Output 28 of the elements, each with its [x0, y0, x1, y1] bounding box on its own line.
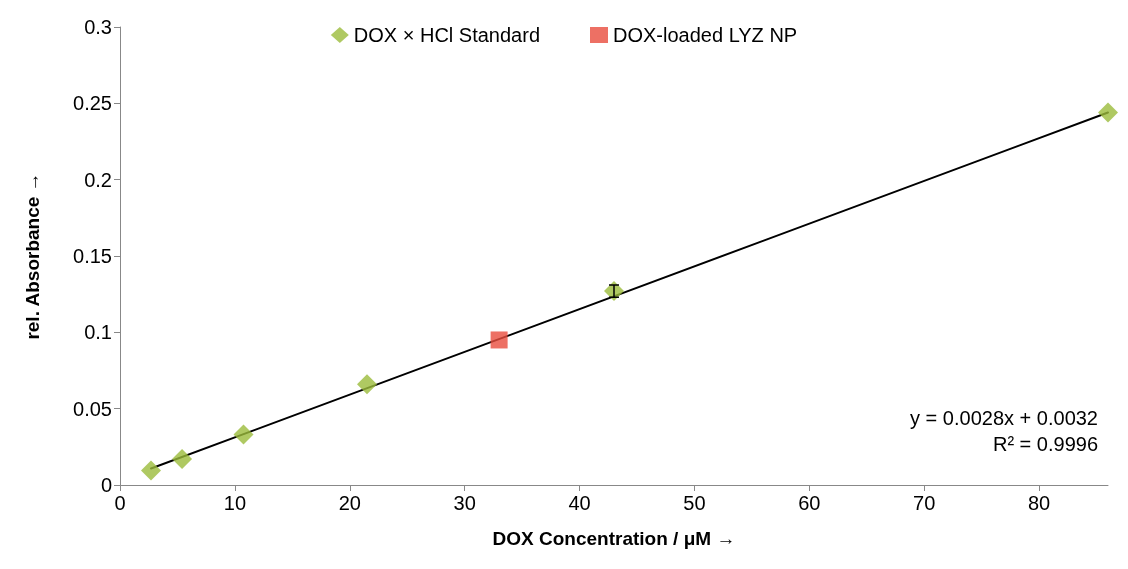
point [1098, 102, 1118, 123]
annotation: y = 0.0028x + 0.0032 [910, 407, 1098, 429]
point [141, 460, 162, 481]
y-tick-label: 0.3 [84, 16, 112, 38]
x-tick-label: 80 [1027, 492, 1051, 514]
y-tick-label: 0.15 [73, 245, 112, 267]
x-tick-label: 0 [114, 492, 126, 514]
point [172, 449, 193, 470]
y-tick-label: 0.25 [73, 92, 112, 115]
legend-label: DOX-loaded LYZ NP [613, 24, 798, 46]
annotation: R² = 0.9996 [992, 433, 1098, 455]
x-axis-title: DOX Concentration / μM → [492, 528, 736, 549]
y-tick-label: 0.1 [84, 321, 112, 344]
y-tick-label: 0.05 [73, 397, 112, 420]
x-tick-label: 10 [223, 492, 247, 514]
legend-label: DOX × HCl Standard [353, 24, 541, 46]
x-tick-label: 50 [683, 492, 706, 514]
y-axis-title: rel. Absorbance → [22, 172, 43, 340]
y-tick-label: 0.2 [84, 168, 112, 191]
x-tick-label: 20 [338, 492, 361, 514]
x-tick-label: 40 [568, 492, 591, 514]
y-tick-label: 0 [100, 474, 112, 496]
point [233, 424, 254, 445]
point [357, 374, 377, 395]
x-tick-label: 70 [913, 492, 936, 514]
x-tick-label: 60 [798, 492, 821, 514]
x-tick-label: 30 [453, 492, 476, 514]
point [490, 331, 508, 349]
